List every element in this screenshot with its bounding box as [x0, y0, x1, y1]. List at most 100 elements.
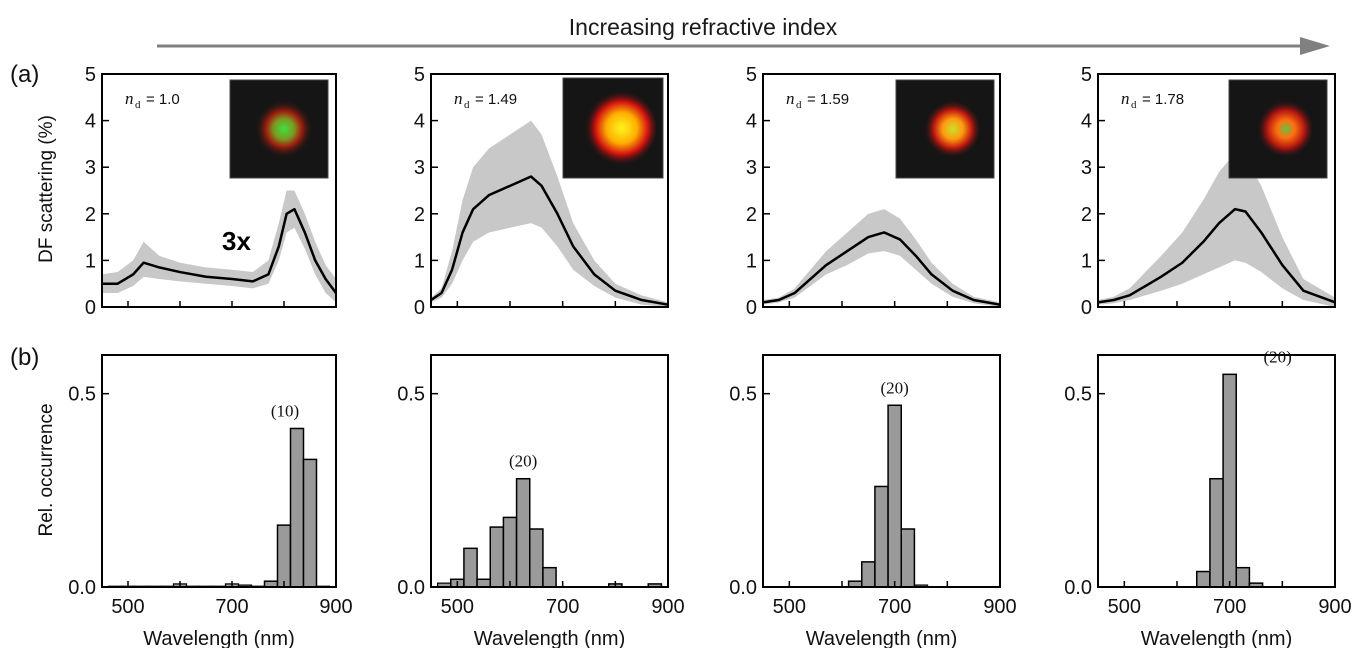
mean-line	[762, 231, 1001, 306]
x-tick-label: 900	[651, 596, 684, 618]
y-tick-label: 1	[85, 250, 96, 272]
histogram-bar	[276, 524, 292, 588]
y-tick-label: 0.0	[729, 577, 757, 599]
spectrum-plot-1: n d = 1.0 0 1 2 3 4 5	[85, 64, 338, 319]
histogram-bar	[289, 427, 305, 588]
histogram-bar	[542, 566, 557, 588]
x-tick-label: 700	[878, 596, 911, 618]
plot-frame	[430, 354, 669, 588]
histogram-plot-2: (20) 0.0 0.5 500 700 900 Wavelength (nm)	[397, 354, 685, 648]
histogram-bar	[529, 528, 544, 588]
y-tick-label: 4	[1081, 111, 1092, 133]
histogram-bar	[302, 458, 318, 588]
histogram-plot-1: (10) 0.0 0.5 500 700 900 Wavelength (nm)	[68, 354, 353, 648]
sample-count-label: (10)	[271, 401, 299, 420]
histogram-bar	[463, 547, 478, 588]
x-tick-label: 700	[546, 596, 579, 618]
x-tick-label: 700	[215, 596, 248, 618]
histogram-bar	[1222, 373, 1238, 588]
y-tick-label: 4	[414, 111, 425, 133]
refractive-index-value: = 1.49	[475, 91, 517, 108]
y-tick-label: 3	[85, 157, 96, 179]
sample-count-label: (20)	[509, 452, 537, 471]
spectrum-plot-4: n d = 1.78 0 1 2 3 4 5	[1081, 64, 1336, 319]
refractive-index-value: = 1.0	[146, 91, 180, 108]
y-tick-label: 4	[746, 111, 757, 133]
histogram-bar	[502, 516, 518, 588]
x-tick-label: 900	[319, 596, 352, 618]
x-tick-label: 900	[983, 596, 1016, 618]
y-tick-label: 0.5	[68, 384, 96, 406]
std-band	[1098, 153, 1335, 307]
plot-frame	[762, 354, 1001, 588]
refractive-index-symbol: n	[786, 89, 795, 108]
x-tick-label: 500	[111, 596, 144, 618]
y-tick-label: 0.5	[1064, 384, 1092, 406]
sample-count-label: (20)	[1264, 347, 1292, 366]
refractive-index-subscript: d	[135, 99, 141, 111]
y-tick-label: 0.5	[397, 384, 425, 406]
histogram-bar	[1209, 477, 1224, 588]
y-tick-label: 0	[746, 297, 757, 319]
y-tick-label: 0.0	[1064, 577, 1092, 599]
refractive-index-value: = 1.78	[1142, 91, 1184, 108]
y-tick-label: 3	[1081, 157, 1092, 179]
y-tick-label: 1	[746, 250, 757, 272]
header-arrow-head	[1300, 37, 1330, 55]
x-tick-label: 500	[773, 596, 806, 618]
histogram-bar	[476, 578, 492, 588]
spectrum-plot-2: n d = 1.49 0 1 2 3 4 5	[414, 64, 669, 319]
x-tick-label: 500	[441, 596, 474, 618]
plot-frame	[430, 73, 669, 308]
y-tick-label: 0.0	[397, 577, 425, 599]
x-axis-title: Wavelength (nm)	[143, 628, 295, 648]
y-tick-label: 5	[746, 64, 757, 86]
y-tick-label: 1	[414, 250, 425, 272]
inset-particle	[254, 99, 314, 159]
y-tick-label: 3	[746, 157, 757, 179]
header-title: Increasing refractive index	[569, 14, 838, 40]
y-axis-title-bottom: Rel. occurrence	[36, 403, 57, 536]
inset-particle	[580, 90, 656, 166]
refractive-index-subscript: d	[464, 99, 470, 111]
plot-frame	[1097, 73, 1336, 308]
x-axis-title: Wavelength (nm)	[806, 628, 958, 648]
plot-frame	[1097, 354, 1336, 588]
panel-label-b: (b)	[10, 344, 39, 371]
refractive-index-symbol: n	[1121, 89, 1130, 108]
histogram-bar	[874, 485, 889, 588]
y-tick-label: 2	[85, 204, 96, 226]
y-tick-label: 2	[1081, 204, 1092, 226]
y-tick-label: 3	[414, 157, 425, 179]
y-tick-label: 0	[1081, 297, 1092, 319]
refractive-index-value: = 1.59	[807, 91, 849, 108]
x-tick-label: 900	[1318, 596, 1351, 618]
histogram-bar	[900, 528, 916, 588]
spectrum-plot-3: n d = 1.59 0 1 2 3 4 5	[746, 64, 1001, 319]
inset-particle	[1253, 99, 1313, 159]
y-tick-label: 2	[414, 204, 425, 226]
y-axis-title-top: DF scattering (%)	[36, 115, 57, 263]
std-band	[102, 190, 336, 303]
histogram-bar	[1196, 570, 1211, 588]
mean-line	[1097, 207, 1336, 304]
y-tick-label: 4	[85, 111, 96, 133]
refractive-index-subscript: d	[1131, 99, 1137, 111]
histogram-plot-4: (20) 0.0 0.5 500 700 900 Wavelength (nm)	[1064, 347, 1352, 648]
std-band	[763, 209, 1000, 307]
y-tick-label: 5	[414, 64, 425, 86]
mean-line	[102, 207, 338, 294]
panel-label-a: (a)	[10, 61, 39, 88]
refractive-index-symbol: n	[454, 89, 463, 108]
y-tick-label: 5	[85, 64, 96, 86]
inset-particle	[920, 99, 980, 159]
sample-count-label: (20)	[881, 378, 909, 397]
histogram-bar	[515, 477, 531, 588]
plot-frame	[762, 73, 1001, 308]
x-tick-label: 700	[1213, 596, 1246, 618]
refractive-index-symbol: n	[125, 89, 134, 108]
y-tick-label: 2	[746, 204, 757, 226]
plot-frame	[101, 73, 337, 308]
x-axis-title: Wavelength (nm)	[1141, 628, 1293, 648]
